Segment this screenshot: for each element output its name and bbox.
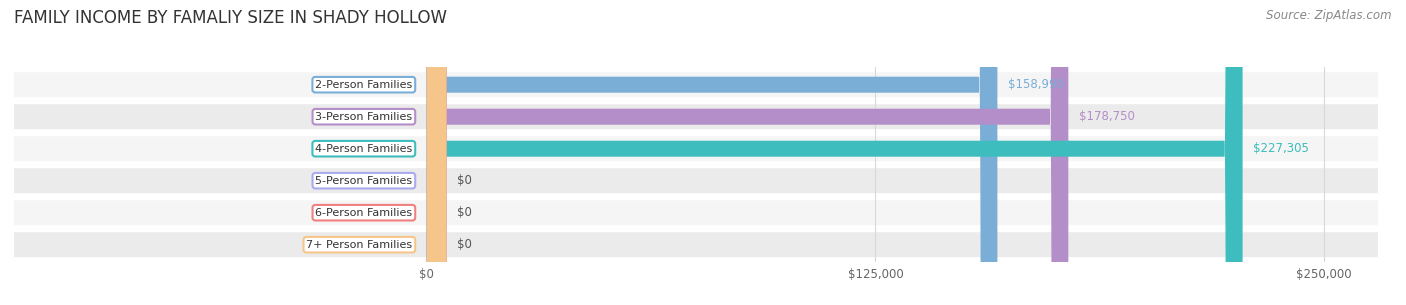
- Text: $178,750: $178,750: [1078, 110, 1135, 123]
- Text: $227,305: $227,305: [1253, 142, 1309, 155]
- FancyBboxPatch shape: [14, 72, 1378, 97]
- FancyBboxPatch shape: [427, 0, 997, 305]
- FancyBboxPatch shape: [14, 168, 1378, 193]
- Text: FAMILY INCOME BY FAMALIY SIZE IN SHADY HOLLOW: FAMILY INCOME BY FAMALIY SIZE IN SHADY H…: [14, 9, 447, 27]
- FancyBboxPatch shape: [14, 200, 1378, 225]
- FancyBboxPatch shape: [427, 0, 1243, 305]
- Text: Source: ZipAtlas.com: Source: ZipAtlas.com: [1267, 9, 1392, 22]
- FancyBboxPatch shape: [14, 136, 1378, 161]
- FancyBboxPatch shape: [14, 232, 1378, 257]
- FancyBboxPatch shape: [427, 0, 447, 305]
- Text: 7+ Person Families: 7+ Person Families: [307, 240, 412, 250]
- Text: 4-Person Families: 4-Person Families: [315, 144, 412, 154]
- Text: $0: $0: [457, 206, 472, 219]
- FancyBboxPatch shape: [14, 104, 1378, 129]
- FancyBboxPatch shape: [427, 0, 447, 305]
- Text: $158,990: $158,990: [1008, 78, 1064, 91]
- FancyBboxPatch shape: [427, 0, 1069, 305]
- Text: 5-Person Families: 5-Person Families: [315, 176, 412, 186]
- Text: 6-Person Families: 6-Person Families: [315, 208, 412, 218]
- Text: $0: $0: [457, 174, 472, 187]
- FancyBboxPatch shape: [427, 0, 447, 305]
- Text: 2-Person Families: 2-Person Families: [315, 80, 412, 90]
- Text: $0: $0: [457, 238, 472, 251]
- Text: 3-Person Families: 3-Person Families: [315, 112, 412, 122]
